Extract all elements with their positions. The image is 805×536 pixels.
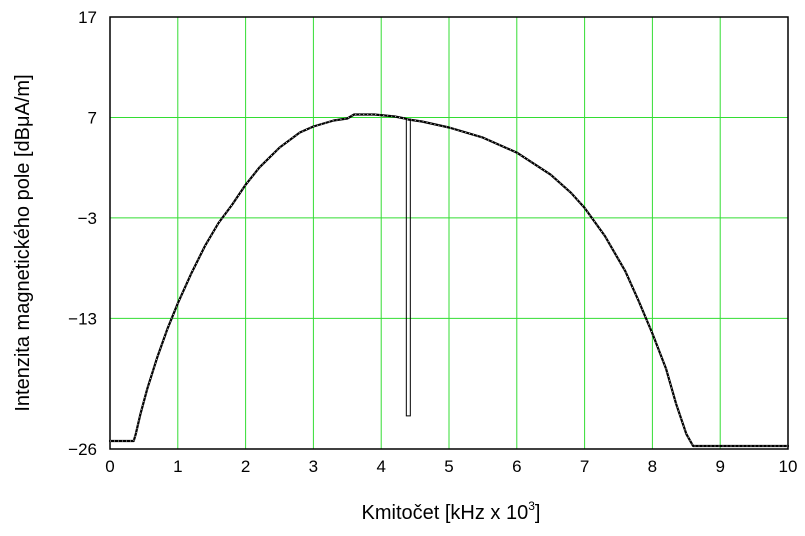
x-tick-label: 3	[309, 457, 318, 476]
x-tick-label: 6	[512, 457, 521, 476]
y-tick-label: −13	[68, 309, 97, 328]
y-tick-label: 7	[88, 108, 97, 127]
x-tick-label: 10	[779, 457, 798, 476]
x-tick-label: 9	[715, 457, 724, 476]
x-tick-label: 2	[241, 457, 250, 476]
x-tick-label: 8	[648, 457, 657, 476]
x-tick-label: 1	[173, 457, 182, 476]
series-spike	[405, 118, 411, 417]
y-tick-labels: 17 7 −3 −13 −26	[68, 8, 97, 459]
y-tick-label: −3	[78, 209, 97, 228]
y-axis-title: Intenzita magnetického pole [dBμA/m]	[12, 74, 34, 411]
series-line-inner	[110, 114, 788, 447]
x-tick-label: 5	[444, 457, 453, 476]
plot-frame	[109, 16, 789, 450]
x-axis-title-superscript: 3	[528, 499, 535, 513]
series-layer	[108, 113, 790, 448]
x-axis-title-text: Kmitočet [kHz x 10	[362, 502, 529, 524]
x-tick-label: 4	[376, 457, 385, 476]
x-tick-label: 0	[105, 457, 114, 476]
x-tick-labels: 0 1 2 3 4 5 6 7 8 9 10	[105, 457, 797, 476]
y-tick-label: −26	[68, 440, 97, 459]
y-tick-label: 17	[78, 8, 97, 27]
x-axis-title: Kmitočet [kHz x 103]	[362, 499, 541, 524]
x-axis-title-close: ]	[535, 502, 541, 524]
x-tick-label: 7	[580, 457, 589, 476]
